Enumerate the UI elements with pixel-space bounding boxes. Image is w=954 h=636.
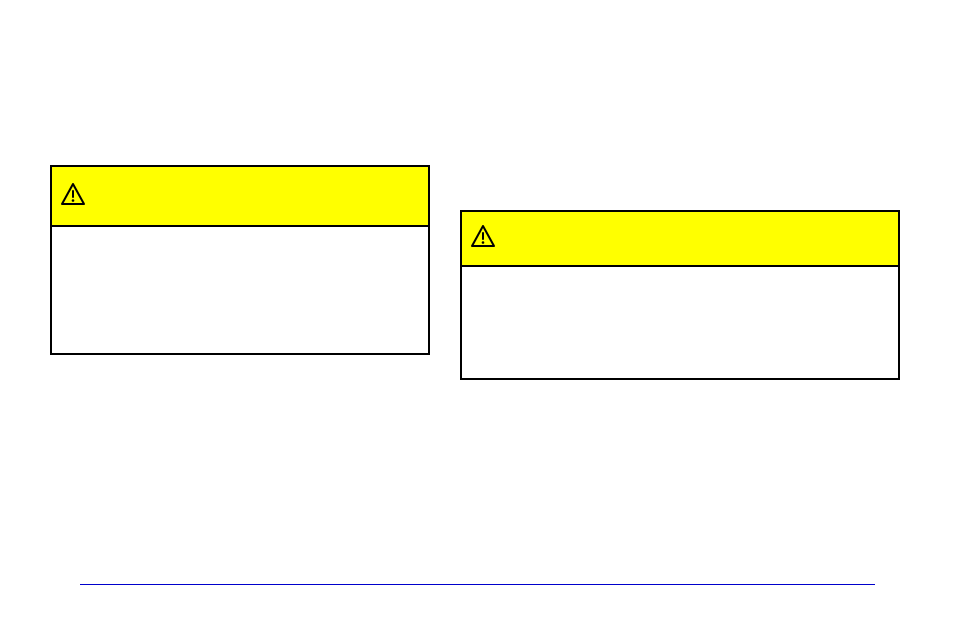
caution-header-right <box>462 212 898 267</box>
warning-icon <box>60 182 86 211</box>
caution-box-left <box>50 165 430 355</box>
caution-box-right <box>460 210 900 380</box>
caution-body-left <box>52 227 428 355</box>
warning-icon <box>470 224 496 253</box>
caution-body-right <box>462 267 898 380</box>
caution-header-left <box>52 167 428 227</box>
footer-divider <box>80 584 875 585</box>
